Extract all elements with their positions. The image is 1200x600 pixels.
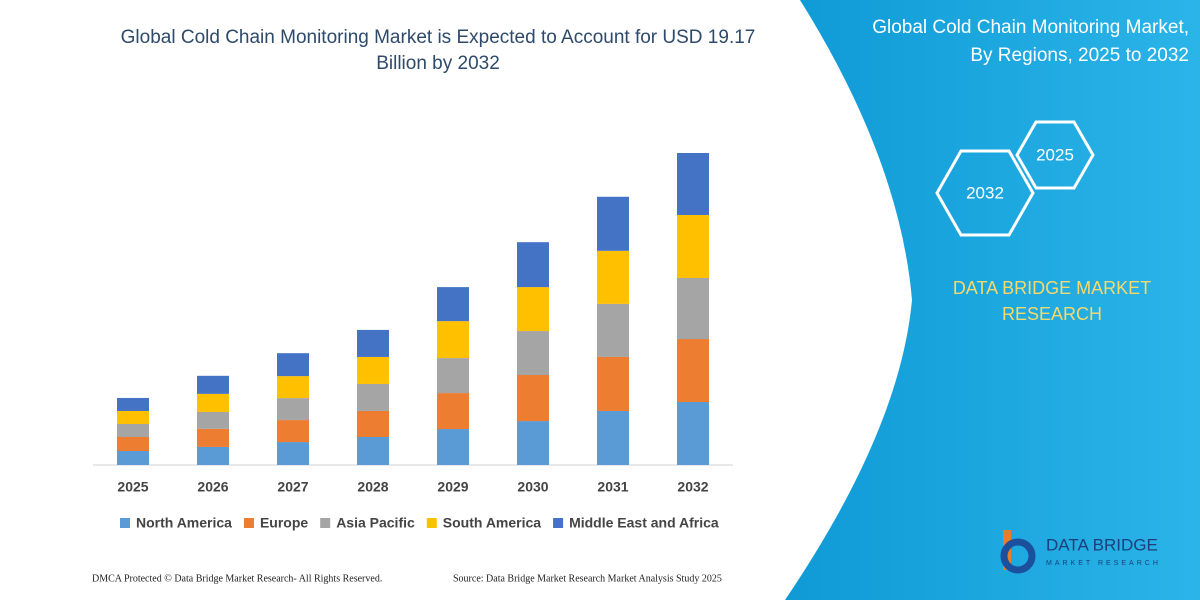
hex-label: 2032 bbox=[966, 183, 1004, 202]
bar-segment bbox=[357, 356, 389, 384]
bar-segment bbox=[677, 277, 709, 340]
chart-title: Global Cold Chain Monitoring Market is E… bbox=[121, 27, 756, 48]
x-tick-label: 2028 bbox=[357, 479, 388, 495]
bar-segment bbox=[437, 358, 469, 394]
brand-text: RESEARCH bbox=[1002, 304, 1102, 324]
bar-segment bbox=[597, 410, 629, 465]
bar-segment bbox=[277, 376, 309, 399]
bar-segment bbox=[517, 242, 549, 288]
bar-segment bbox=[437, 287, 469, 322]
bar-segment bbox=[677, 153, 709, 216]
legend-swatch bbox=[426, 518, 437, 528]
chart-title: Billion by 2032 bbox=[376, 53, 500, 74]
bar-segment bbox=[517, 331, 549, 375]
legend-swatch bbox=[320, 518, 331, 528]
bar-segment bbox=[677, 215, 709, 278]
bar-segment bbox=[197, 446, 229, 465]
x-tick-label: 2032 bbox=[677, 479, 708, 495]
logo: DATA BRIDGE MARKET RESEARCH bbox=[1000, 530, 1161, 574]
bar-segment bbox=[197, 393, 229, 412]
footer-left: DMCA Protected © Data Bridge Market Rese… bbox=[92, 573, 382, 584]
bar-segment bbox=[117, 397, 149, 411]
bar-segment bbox=[517, 374, 549, 422]
footer-right: Source: Data Bridge Market Research Mark… bbox=[453, 573, 722, 584]
x-tick-label: 2031 bbox=[597, 479, 628, 495]
bar-segment bbox=[517, 287, 549, 332]
x-tick-label: 2025 bbox=[117, 479, 148, 495]
legend-label: North America bbox=[136, 515, 232, 531]
x-tick-label: 2030 bbox=[517, 479, 548, 495]
hex-label: 2025 bbox=[1036, 145, 1074, 164]
x-tick-label: 2029 bbox=[437, 479, 468, 495]
side-panel bbox=[785, 0, 1200, 600]
bar-segment bbox=[677, 339, 709, 403]
x-tick-label: 2027 bbox=[277, 479, 308, 495]
bar-segment bbox=[437, 429, 469, 465]
bar-segment bbox=[437, 393, 469, 430]
bar-segment bbox=[117, 451, 149, 465]
bar-segment bbox=[197, 411, 229, 429]
bar-segment bbox=[197, 428, 229, 447]
bar-segment bbox=[677, 402, 709, 465]
bar-segment bbox=[597, 250, 629, 304]
logo-subtext: MARKET RESEARCH bbox=[1046, 560, 1161, 567]
legend-swatch bbox=[120, 518, 130, 528]
bar-segment bbox=[597, 303, 629, 357]
legend-label: Asia Pacific bbox=[336, 515, 415, 531]
brand-text: DATA BRIDGE MARKET bbox=[953, 278, 1151, 298]
hexagon bbox=[1015, 120, 1095, 190]
bar-segment bbox=[357, 410, 389, 438]
bar-segment bbox=[277, 398, 309, 421]
bar-segment bbox=[357, 383, 389, 411]
bar-segment bbox=[437, 321, 469, 359]
bar-segment bbox=[597, 356, 629, 411]
legend-label: Europe bbox=[260, 515, 308, 531]
legend-swatch bbox=[243, 518, 254, 528]
bar-segment bbox=[277, 420, 309, 443]
bar-segment bbox=[277, 353, 309, 377]
bar-segment bbox=[357, 437, 389, 465]
bar-segment bbox=[597, 196, 629, 251]
bar-segment bbox=[117, 437, 149, 452]
bar-segment bbox=[117, 410, 149, 424]
x-tick-label: 2026 bbox=[197, 479, 228, 495]
legend-swatch bbox=[553, 518, 564, 528]
logo-shape bbox=[1000, 538, 1036, 574]
hexagon bbox=[935, 149, 1035, 237]
bar-segment bbox=[277, 442, 309, 465]
bar-segment bbox=[197, 375, 229, 394]
logo-text: DATA BRIDGE bbox=[1046, 535, 1158, 554]
bar-segment bbox=[517, 421, 549, 465]
bar-segment bbox=[357, 329, 389, 357]
panel-title: Global Cold Chain Monitoring Market, bbox=[872, 17, 1189, 38]
legend-label: Middle East and Africa bbox=[569, 515, 719, 531]
panel-title: By Regions, 2025 to 2032 bbox=[970, 45, 1189, 66]
legend-label: South America bbox=[443, 515, 541, 531]
bar-segment bbox=[117, 423, 149, 438]
